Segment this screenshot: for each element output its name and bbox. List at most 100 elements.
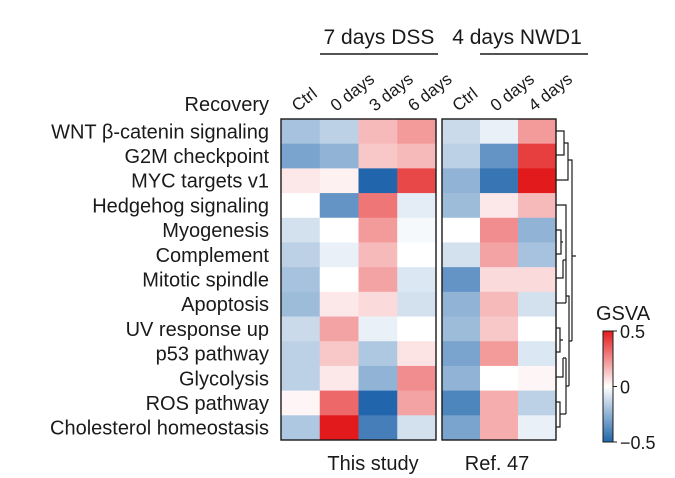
row-dendrogram — [556, 130, 576, 428]
heatmap-cell — [319, 168, 359, 194]
row-label: Hedgehog signaling — [92, 195, 269, 217]
heatmap-cell — [518, 267, 557, 293]
heatmap-cell — [397, 415, 437, 441]
heatmap-cell — [480, 193, 519, 219]
group-label-nwd1: 4 days NWD1 — [452, 26, 582, 49]
heatmap-cell — [480, 316, 519, 342]
heatmap-cell — [397, 217, 437, 243]
heatmap-cell — [518, 316, 557, 342]
column-label: 4 days — [525, 69, 576, 115]
heatmap-cell — [358, 119, 398, 145]
heatmap-cell — [281, 365, 321, 392]
heatmap-cell — [397, 143, 437, 169]
heatmap-cell — [442, 341, 481, 367]
colorbar-tick-label: 0 — [620, 378, 630, 398]
heatmap-cell — [518, 291, 557, 317]
heatmap-cell — [319, 267, 359, 293]
heatmap-cell — [281, 316, 321, 342]
row-label: Myogenesis — [162, 220, 269, 242]
heatmap-cell — [442, 143, 481, 169]
heatmap-cell — [397, 193, 437, 219]
heatmap-cell — [442, 168, 481, 194]
heatmap-panel-ref47 — [441, 118, 557, 441]
row-label: Complement — [156, 245, 270, 267]
heatmap-cell — [480, 390, 519, 416]
column-label: 0 days — [327, 69, 378, 115]
heatmap-cell — [518, 365, 557, 392]
heatmap-cell — [397, 316, 437, 342]
heatmap-cell — [319, 415, 359, 441]
heatmap-cell — [281, 193, 321, 219]
row-labels: WNT β-catenin signaling G2M checkpoint MYC… — [50, 121, 269, 439]
colorbar-tick-label: −0.5 — [620, 433, 656, 453]
row-label: Apoptosis — [181, 294, 269, 316]
heatmap-cell — [358, 415, 398, 441]
colorbar-ticks: 0.5 0 −0.5 — [613, 322, 656, 453]
heatmap-cell — [358, 390, 398, 416]
heatmap-cell — [442, 415, 481, 441]
heatmap-cell — [397, 365, 437, 392]
colorbar-tick-label: 0.5 — [620, 322, 645, 342]
heatmap-cell — [358, 365, 398, 392]
heatmap-cell — [518, 143, 557, 169]
heatmap-cell — [319, 316, 359, 342]
column-label: Ctrl — [288, 84, 321, 115]
heatmap-cell — [319, 242, 359, 268]
heatmap-cell — [319, 390, 359, 416]
heatmap-cell — [442, 217, 481, 243]
column-label: Ctrl — [449, 84, 482, 115]
heatmap-cell — [281, 242, 321, 268]
row-label: Glycolysis — [179, 368, 269, 390]
heatmap-cell — [281, 143, 321, 169]
row-label: ROS pathway — [146, 393, 269, 415]
heatmap-cell — [480, 267, 519, 293]
heatmap-cell — [480, 291, 519, 317]
heatmap-cell — [397, 390, 437, 416]
heatmap-cell — [518, 217, 557, 243]
heatmap-cell — [480, 415, 519, 441]
heatmap-cell — [281, 341, 321, 367]
heatmap-cell — [281, 217, 321, 243]
caption-this-study: This study — [327, 453, 418, 475]
heatmap-cell — [442, 193, 481, 219]
heatmap-cell — [480, 365, 519, 392]
row-label: G2M checkpoint — [124, 146, 269, 168]
heatmap-cell — [319, 119, 359, 145]
heatmap-cell — [480, 168, 519, 194]
heatmap-cell — [358, 267, 398, 293]
heatmap-cell — [397, 291, 437, 317]
heatmap-cell — [480, 143, 519, 169]
heatmap-cell — [358, 341, 398, 367]
heatmap-cell — [518, 193, 557, 219]
heatmap-cell — [518, 168, 557, 194]
heatmap-cell — [518, 390, 557, 416]
row-header-recovery: Recovery — [185, 94, 269, 116]
heatmap-cell — [319, 341, 359, 367]
heatmap-cell — [442, 365, 481, 392]
heatmap-cell — [518, 242, 557, 268]
heatmap-cell — [319, 193, 359, 219]
heatmap-cell — [358, 168, 398, 194]
heatmap-cell — [397, 267, 437, 293]
heatmap-cell — [480, 341, 519, 367]
heatmap-cell — [397, 341, 437, 367]
heatmap-cell — [397, 242, 437, 268]
heatmap-cell — [281, 267, 321, 293]
heatmap-cell — [442, 316, 481, 342]
heatmap-cell — [480, 242, 519, 268]
heatmap-cell — [518, 119, 557, 145]
heatmap-cell — [397, 168, 437, 194]
heatmap-cell — [281, 119, 321, 145]
heatmap-cell — [281, 415, 321, 441]
heatmap-cell — [358, 217, 398, 243]
colorbar — [602, 330, 614, 443]
heatmap-cell — [358, 143, 398, 169]
row-label: WNT β-catenin signaling — [51, 121, 269, 143]
group-label-dss: 7 days DSS — [324, 26, 435, 49]
heatmap-cell — [281, 390, 321, 416]
column-label: 3 days — [366, 69, 417, 115]
row-label: MYC targets v1 — [131, 171, 269, 193]
heatmap-cell — [442, 291, 481, 317]
